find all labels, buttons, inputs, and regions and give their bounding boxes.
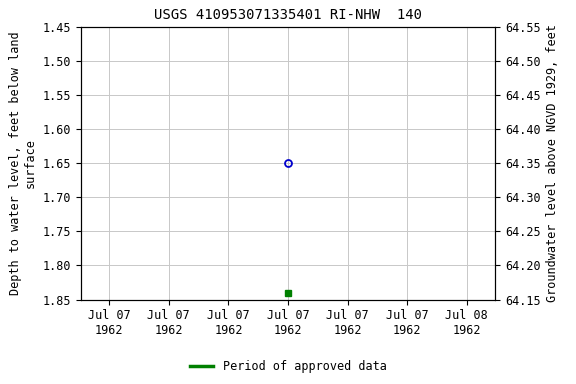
Y-axis label: Depth to water level, feet below land
surface: Depth to water level, feet below land su…	[9, 31, 37, 295]
Title: USGS 410953071335401 RI-NHW  140: USGS 410953071335401 RI-NHW 140	[154, 8, 422, 22]
Y-axis label: Groundwater level above NGVD 1929, feet: Groundwater level above NGVD 1929, feet	[546, 24, 559, 302]
Legend: Period of approved data: Period of approved data	[185, 356, 391, 378]
